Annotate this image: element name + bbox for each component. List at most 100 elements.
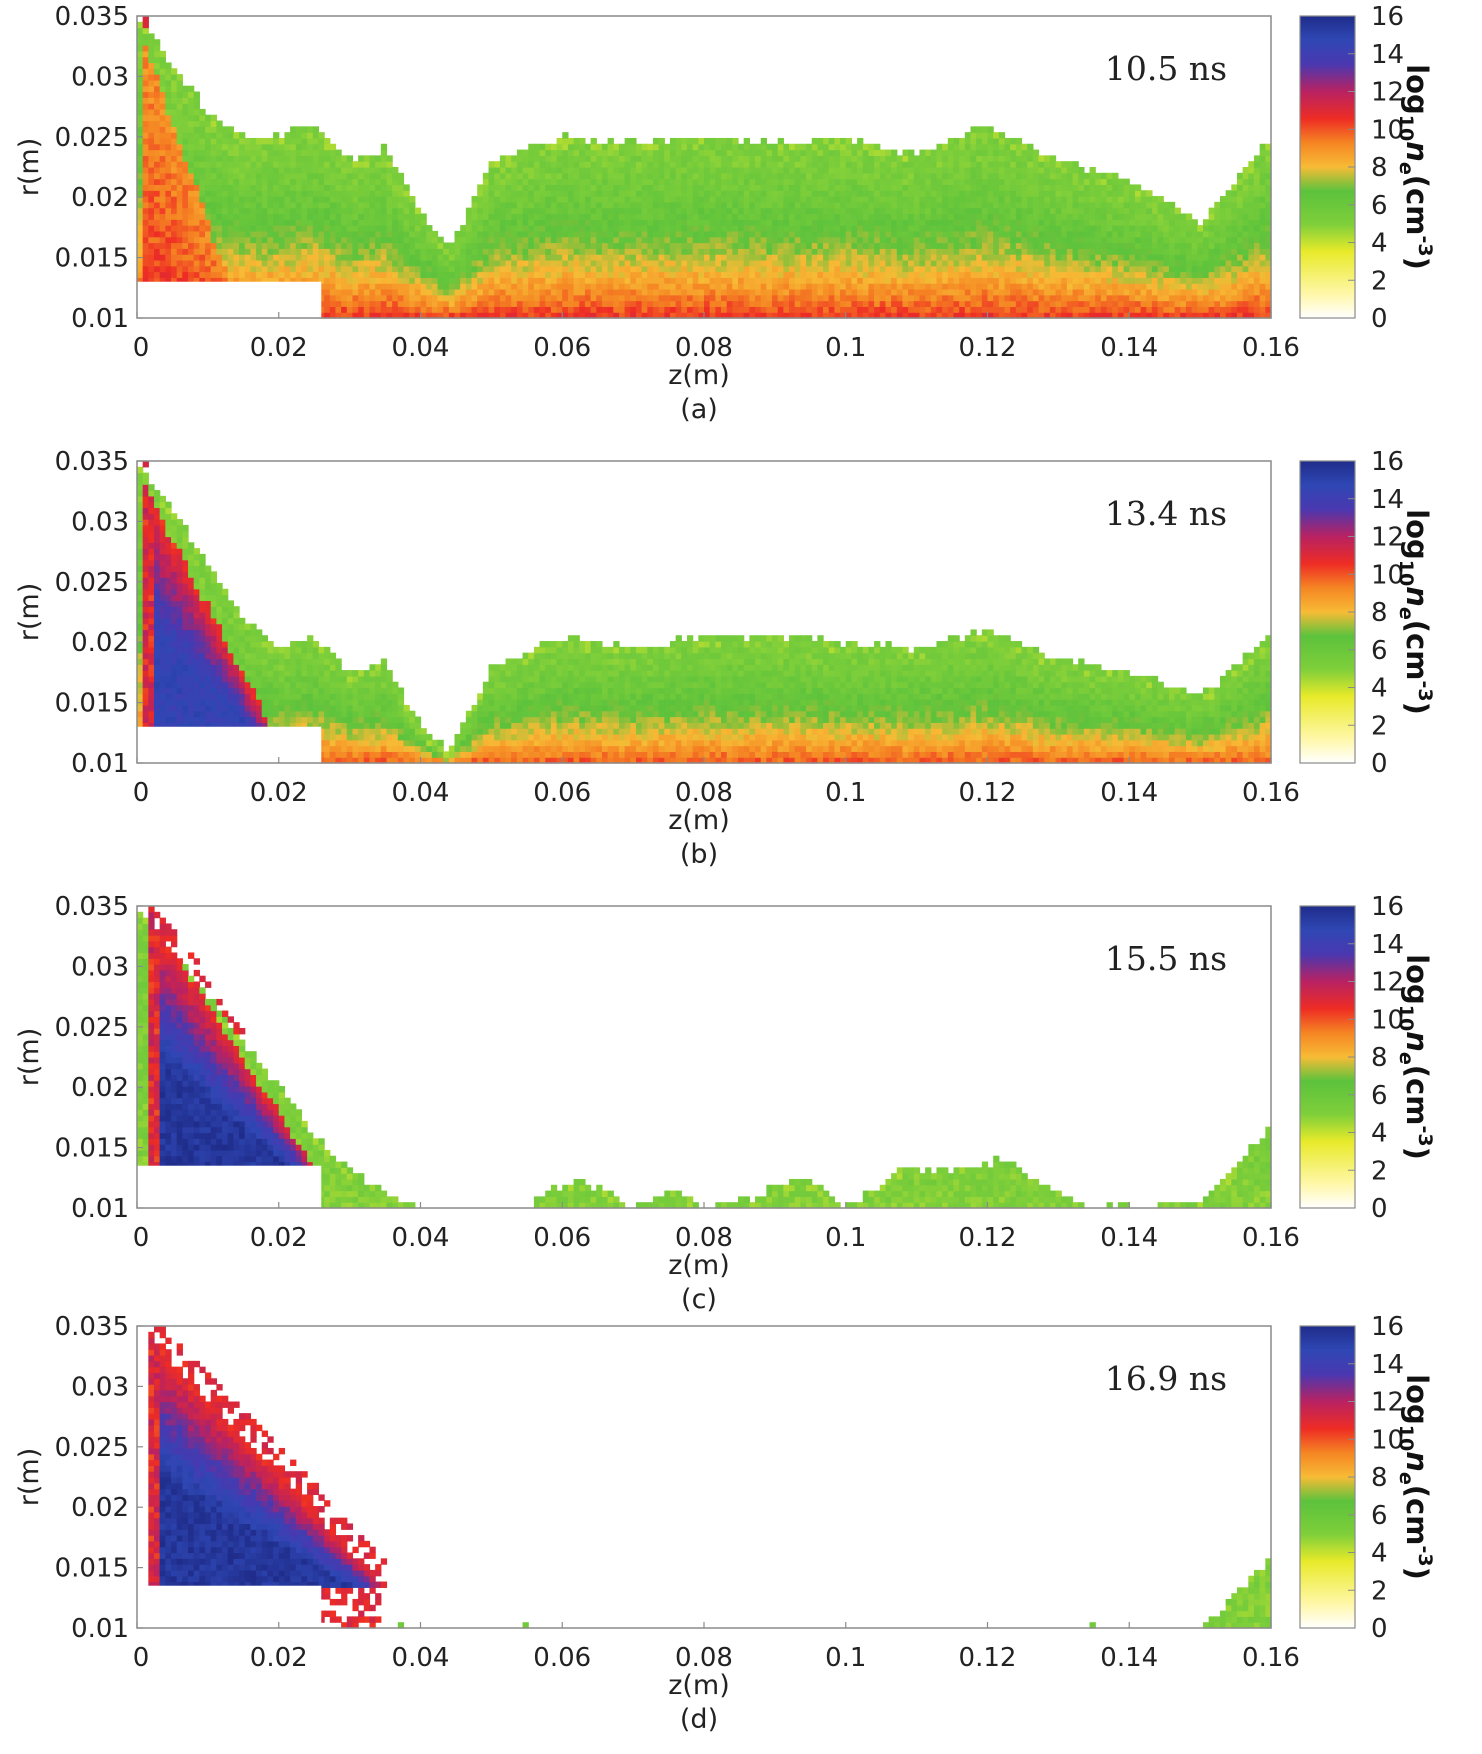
heatmap-cell [596, 294, 603, 302]
heatmap-cell [630, 300, 637, 307]
heatmap-cell [930, 178, 938, 186]
heatmap-cell [868, 248, 875, 255]
heatmap-cell [397, 283, 405, 290]
heatmap-cell [239, 143, 246, 151]
heatmap-cell [533, 265, 541, 273]
heatmap-cell [766, 161, 773, 168]
heatmap-cell [233, 254, 240, 261]
heatmap-cell [562, 248, 569, 255]
heatmap-cell [137, 62, 144, 69]
heatmap-cell [987, 254, 994, 261]
heatmap-cell [664, 225, 671, 232]
heatmap-cell [516, 167, 524, 174]
heatmap-cell [1010, 242, 1017, 249]
heatmap-cell [318, 277, 325, 284]
heatmap-cell [721, 306, 728, 313]
heatmap-cell [1095, 219, 1102, 226]
heatmap-cell [857, 236, 864, 244]
heatmap-cell [732, 196, 739, 203]
heatmap-cell [908, 167, 915, 174]
heatmap-cell [738, 271, 745, 278]
heatmap-cell [823, 277, 830, 284]
heatmap-cell [1083, 225, 1091, 232]
heatmap-cell [630, 207, 637, 215]
heatmap-cell [1061, 219, 1068, 226]
heatmap-cell [533, 184, 541, 191]
heatmap-cell [420, 265, 427, 273]
heatmap-cell [188, 201, 195, 209]
heatmap-cell [942, 259, 949, 267]
heatmap-cell [896, 219, 904, 226]
heatmap-cell [460, 230, 467, 238]
heatmap-cell [380, 312, 388, 319]
heatmap-cell [227, 137, 234, 145]
heatmap-cell [1083, 236, 1091, 244]
heatmap-cell [686, 207, 694, 215]
heatmap-cell [930, 201, 938, 209]
heatmap-cell [142, 68, 149, 75]
heatmap-cell [1061, 288, 1068, 296]
heatmap-cell [613, 254, 620, 261]
heatmap-cell [556, 288, 563, 296]
heatmap-cell [925, 225, 932, 232]
heatmap-cell [539, 230, 546, 238]
heatmap-cell [301, 248, 308, 255]
heatmap-cell [641, 178, 648, 186]
heatmap-cell [550, 143, 558, 151]
heatmap-cell [596, 283, 603, 290]
heatmap-cell [363, 184, 371, 191]
heatmap-cell [1055, 190, 1062, 197]
heatmap-cell [403, 196, 410, 203]
heatmap-cell [840, 254, 847, 261]
heatmap-cell [171, 184, 178, 191]
heatmap-cell [1049, 161, 1057, 168]
heatmap-cell [494, 300, 501, 307]
heatmap-cell [567, 196, 575, 203]
heatmap-cell [267, 219, 274, 226]
heatmap-cell [539, 201, 546, 209]
heatmap-cell [998, 219, 1006, 226]
heatmap-cell [256, 219, 263, 226]
heatmap-cell [1049, 294, 1057, 302]
heatmap-cell [981, 254, 989, 261]
heatmap-cell [704, 225, 711, 232]
heatmap-cell [692, 265, 699, 273]
heatmap-cell [369, 196, 376, 203]
heatmap-cell [261, 155, 269, 162]
heatmap-cell [188, 85, 195, 93]
heatmap-cell [811, 306, 818, 313]
heatmap-cell [601, 306, 609, 313]
heatmap-cell [1038, 184, 1045, 191]
heatmap-cell [652, 155, 660, 162]
heatmap-cell [210, 248, 217, 255]
heatmap-cell [233, 242, 240, 249]
heatmap-cell [369, 225, 376, 232]
heatmap-cell [811, 283, 818, 290]
heatmap-cell [726, 236, 733, 244]
heatmap-cell [392, 190, 399, 197]
heatmap-cell [176, 103, 183, 110]
heatmap-cell [516, 254, 524, 261]
heatmap-cell [1049, 219, 1057, 226]
heatmap-cell [420, 277, 427, 284]
heatmap-cell [250, 254, 257, 261]
heatmap-cell [471, 312, 478, 319]
heatmap-cell [715, 288, 722, 296]
heatmap-cell [686, 312, 694, 319]
heatmap-cell [409, 288, 416, 296]
heatmap-cell [1038, 167, 1045, 174]
heatmap-cell [499, 271, 507, 278]
heatmap-cell [528, 213, 535, 220]
heatmap-cell [188, 265, 195, 273]
heatmap-cell [993, 219, 1000, 226]
heatmap-cell [448, 254, 456, 261]
heatmap-cell [562, 225, 569, 232]
heatmap-cell [704, 306, 711, 313]
heatmap-cell [380, 178, 388, 186]
heatmap-cell [182, 190, 189, 197]
heatmap-cell [210, 190, 217, 197]
heatmap-cell [840, 277, 847, 284]
heatmap-cell [329, 155, 337, 162]
heatmap-cell [1100, 201, 1108, 209]
heatmap-cell [222, 155, 229, 162]
